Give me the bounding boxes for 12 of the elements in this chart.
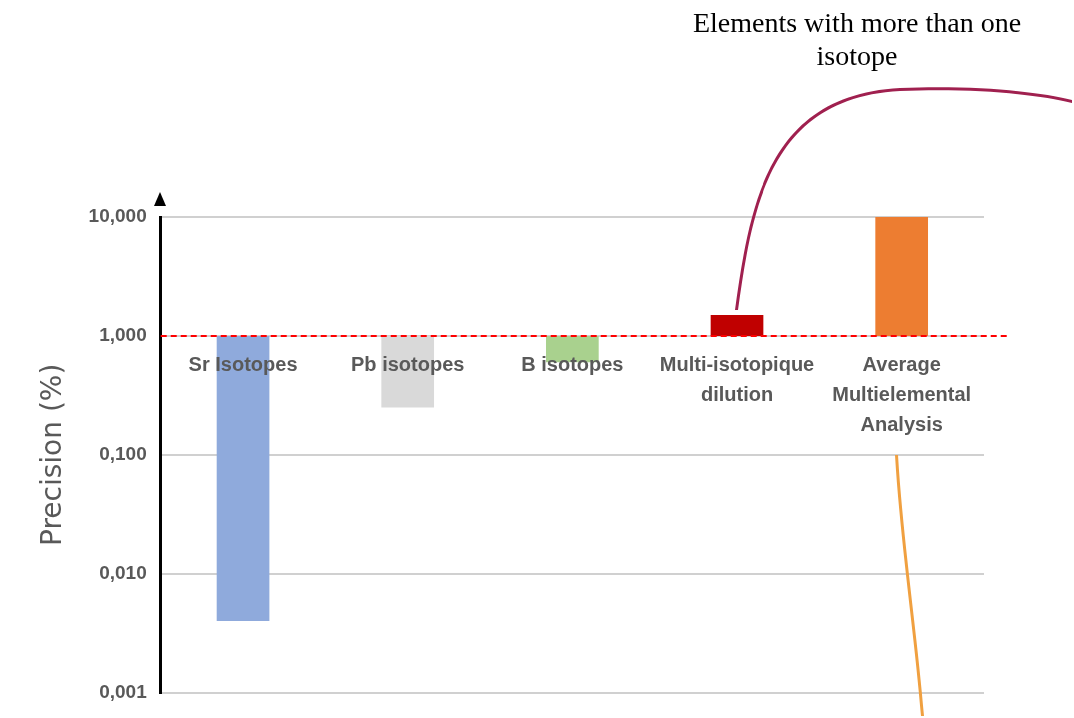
y-tick-label: 0,001 xyxy=(99,680,148,702)
x-tick-label: Average Multielemental Analysis xyxy=(832,353,972,436)
x-tick-label: Pb isotopes xyxy=(351,353,465,376)
bar xyxy=(875,217,929,336)
text: Elements with more than one isotope xyxy=(691,6,1023,72)
y-tick-label: 0,100 xyxy=(99,443,147,465)
bar xyxy=(710,314,764,336)
x-tick-label: Multi-isotopique dilution xyxy=(659,353,815,406)
y-tick-label: 10,000 xyxy=(88,205,147,227)
y-tick-label: 1,000 xyxy=(99,324,147,346)
y-axis-title: Precision (%) xyxy=(35,363,69,546)
y-tick-label: 0,010 xyxy=(99,561,147,583)
